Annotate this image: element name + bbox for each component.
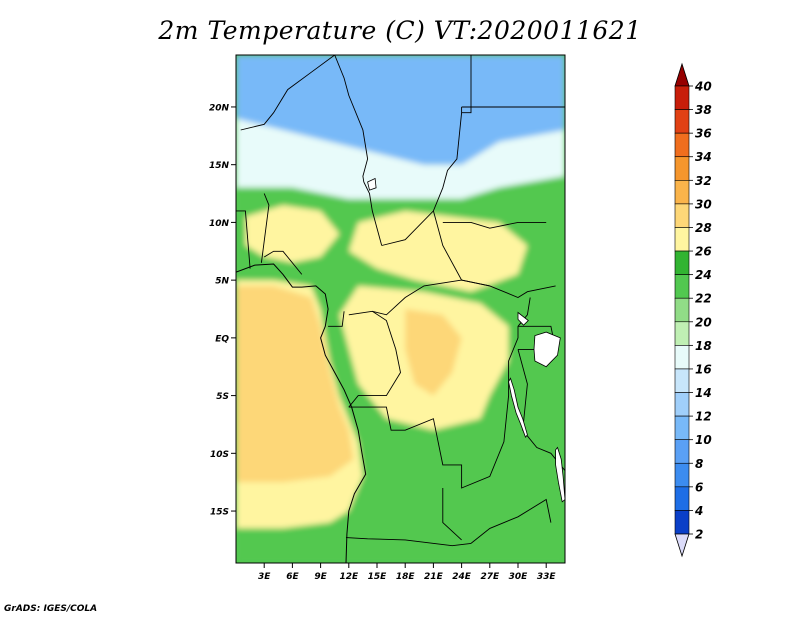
colorbar-box: [674, 345, 690, 370]
colorbar-label: 12: [695, 410, 712, 424]
lat-tick-label: 15N: [209, 161, 230, 171]
country-boundary: [328, 311, 345, 327]
lake-outline: [555, 446, 565, 503]
colorbar-label: 22: [695, 292, 712, 306]
map-frame: [235, 54, 566, 564]
colorbar-box: [674, 368, 690, 393]
colorbar-box: [674, 321, 690, 346]
temp-region-hot-congo: [405, 309, 462, 396]
colorbar-label: 4: [694, 504, 703, 518]
country-boundary: [381, 107, 463, 246]
lat-tick-label: EQ: [215, 334, 229, 344]
lat-tick-label: 5N: [215, 277, 229, 287]
colorbar-box: [674, 274, 690, 299]
colorbar-label: 32: [695, 174, 712, 188]
temp-region-warm-central-north: [348, 210, 528, 292]
colorbar-label: 16: [695, 362, 712, 376]
country-boundary: [263, 250, 303, 275]
temperature-field: [236, 55, 565, 563]
lon-tick-label: 18E: [396, 572, 416, 582]
lat-tick-label: 10N: [209, 219, 230, 229]
country-boundary: [461, 55, 472, 114]
colorbar-box: [674, 297, 690, 323]
colorbar-box: [674, 510, 690, 535]
colorbar-label: 14: [695, 386, 712, 400]
map-plot-area: [236, 55, 565, 563]
colorbar-box: [674, 156, 690, 181]
country-boundary: [442, 221, 547, 229]
country-boundary: [334, 55, 369, 183]
colorbar-box: [674, 250, 690, 275]
country-boundary: [470, 498, 552, 544]
colorbar-box: [674, 203, 690, 228]
grads-credit: GrADS: IGES/COLA: [4, 604, 98, 614]
temp-region-sahel-band: [236, 118, 565, 200]
lon-tick-label: 3E: [258, 572, 271, 582]
colorbar-label: 34: [695, 150, 712, 164]
country-boundary: [517, 349, 565, 471]
country-boundary: [345, 537, 472, 547]
colorbar-label: 18: [695, 339, 712, 353]
lat-tick-label: 20N: [209, 103, 230, 113]
lon-tick-label: 9E: [314, 572, 327, 582]
lon-tick-label: 30E: [509, 572, 529, 582]
lon-tick-label: 33E: [537, 572, 557, 582]
colorbar-label: 38: [695, 103, 712, 117]
lake-outline: [508, 377, 528, 439]
country-boundary: [260, 193, 270, 263]
country-boundary: [348, 310, 401, 408]
colorbar-label: 20: [695, 315, 712, 329]
lon-tick-label: 6E: [286, 572, 299, 582]
colorbar-box: [674, 462, 690, 488]
colorbar-box: [674, 109, 690, 134]
lon-tick-label: 24E: [452, 572, 472, 582]
colorbar-label: 40: [694, 80, 712, 94]
country-boundary: [240, 55, 335, 131]
temp-region-ocean-hot: [236, 285, 354, 483]
map-axes: 3E 6E 9E 12E 15E 18E 21E 24E 27E 30E 33E 20N 15N 10N 5…: [209, 103, 556, 582]
colorbar-over-triangle: [674, 62, 690, 87]
temp-region-cold-north: [236, 55, 565, 165]
lat-tick-label: 10S: [210, 450, 229, 460]
colorbar-box: [674, 132, 690, 158]
coastline: [236, 263, 367, 563]
colorbar-box: [674, 439, 690, 464]
colorbar-label: 28: [695, 221, 712, 235]
colorbar-box: [674, 227, 690, 252]
lake-outline: [533, 331, 561, 368]
colorbar-label: 2: [695, 528, 703, 542]
country-boundary: [363, 181, 383, 246]
colorbar-label: 8: [695, 457, 703, 471]
lat-tick-label: 5S: [216, 392, 229, 402]
map-title: 2m Temperature (C) VT:2020011621: [158, 16, 642, 45]
lake-outline: [517, 311, 529, 326]
colorbar-label: 36: [695, 127, 712, 141]
country-boundary: [236, 210, 251, 269]
lon-tick-label: 12E: [339, 572, 359, 582]
colorbar-box: [674, 180, 690, 205]
colorbar-label: 24: [695, 268, 712, 282]
lon-tick-label: 15E: [368, 572, 388, 582]
colorbar-box: [674, 486, 690, 511]
temp-region-warm-nw: [245, 205, 340, 263]
colorbar-label: 6: [695, 480, 703, 494]
lon-tick-label: 21E: [424, 572, 444, 582]
country-boundary: [442, 488, 462, 541]
colorbar-box: [674, 85, 690, 110]
country-boundary: [348, 297, 531, 489]
colorbar-under-triangle: [674, 533, 690, 558]
lon-tick-label: 27E: [480, 572, 500, 582]
colorbar-box: [674, 415, 690, 440]
colorbar-label: 30: [695, 197, 712, 211]
lake-outline: [367, 177, 377, 191]
colorbar-label: 10: [695, 433, 712, 447]
country-boundary: [372, 279, 490, 316]
colorbar-box: [674, 392, 690, 417]
colorbar-label: 26: [695, 245, 712, 259]
lat-tick-label: 15S: [210, 508, 229, 518]
